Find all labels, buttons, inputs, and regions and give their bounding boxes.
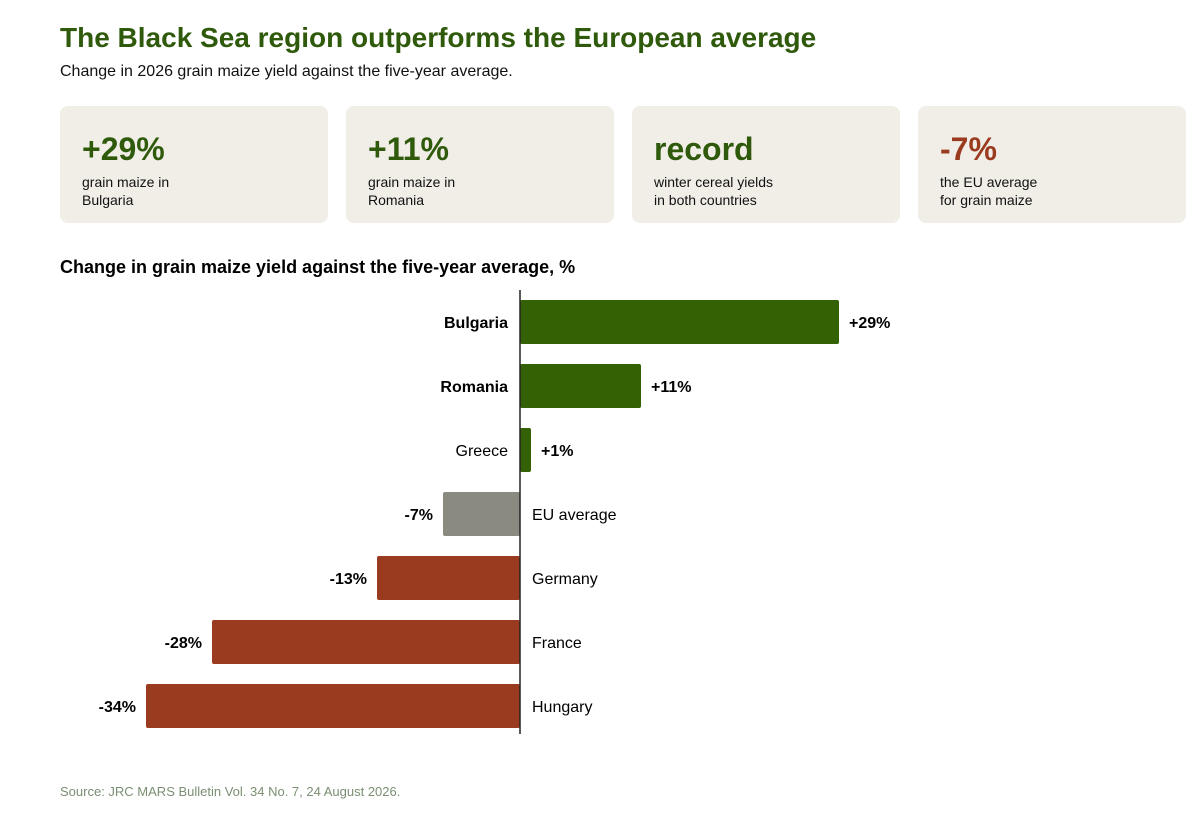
- category-label: France: [532, 635, 582, 652]
- bar-germany: [377, 556, 520, 600]
- stat-card-eu-average: -7% the EU average for grain maize: [918, 106, 1186, 223]
- stat-card-description: grain maize in Bulgaria: [82, 174, 170, 208]
- stat-card-value: record: [654, 131, 754, 167]
- value-label: +29%: [849, 315, 890, 332]
- stat-card-description: grain maize in Romania: [368, 174, 456, 208]
- value-label: -13%: [330, 571, 367, 588]
- chart-title: Change in grain maize yield against the …: [60, 257, 576, 277]
- bar-bulgaria: [520, 300, 839, 344]
- stat-card-description: winter cereal yields in both countries: [654, 174, 774, 208]
- bar-greece: [520, 428, 531, 472]
- stat-card-bulgaria: +29% grain maize in Bulgaria: [60, 106, 328, 223]
- category-label: Bulgaria: [444, 315, 508, 332]
- stat-cards: +29% grain maize in Bulgaria +11% grain …: [60, 106, 1200, 224]
- stat-card-romania: +11% grain maize in Romania: [346, 106, 614, 223]
- category-label: Greece: [456, 443, 509, 460]
- value-label: -7%: [405, 507, 433, 524]
- bar-hungary: [146, 684, 520, 728]
- bar-romania: [520, 364, 641, 408]
- value-label: +1%: [541, 443, 573, 460]
- stat-card-value: +29%: [82, 131, 165, 167]
- value-label: -34%: [99, 699, 136, 716]
- stat-card-winter-cereals: record winter cereal yields in both coun…: [632, 106, 900, 223]
- stat-card-value: -7%: [940, 131, 997, 167]
- bar-chart: Bulgaria +29% Romania +11% Greece +1% EU avera…: [99, 290, 890, 734]
- page-title: The Black Sea region outperforms the Eur…: [60, 22, 817, 53]
- value-label: +11%: [651, 379, 691, 396]
- category-label: Germany: [532, 571, 598, 588]
- stat-card-description: the EU average for grain maize: [940, 174, 1038, 208]
- value-label: -28%: [165, 635, 202, 652]
- category-label: Hungary: [532, 699, 592, 716]
- source-note: Source: JRC MARS Bulletin Vol. 34 No. 7,…: [60, 784, 401, 799]
- stat-card-value: +11%: [368, 131, 449, 167]
- category-label: Romania: [440, 379, 508, 396]
- category-label: EU average: [532, 507, 617, 524]
- bar-france: [212, 620, 520, 664]
- bar-eu-average: [443, 492, 520, 536]
- page-subtitle: Change in 2026 grain maize yield against…: [60, 63, 513, 80]
